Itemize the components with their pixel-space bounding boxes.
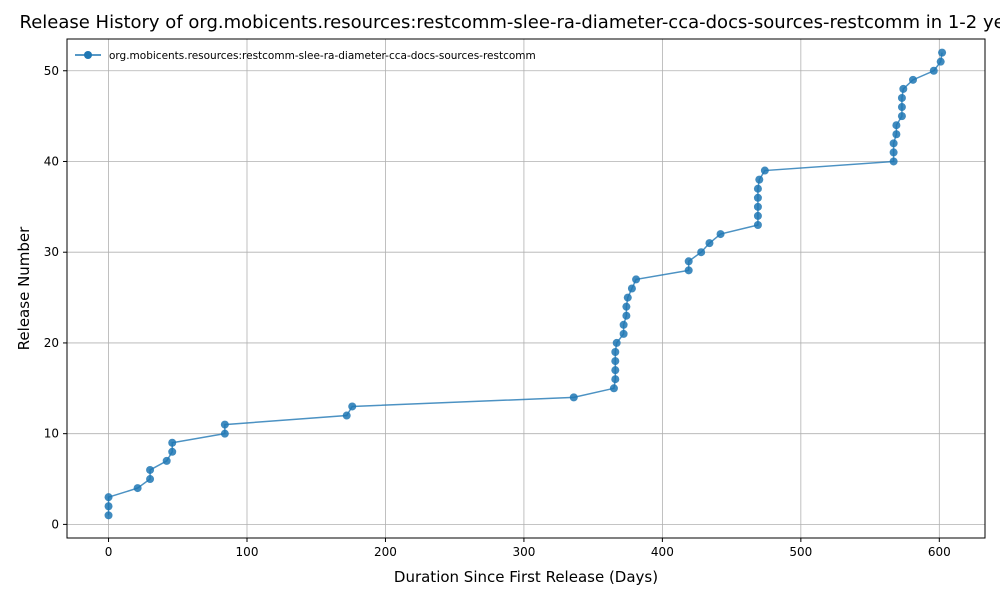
y-axis-ticks: 0 10 20 30 40 50 <box>44 64 67 531</box>
x-tick-label: 100 <box>236 545 259 559</box>
data-point <box>104 502 113 511</box>
data-point <box>760 166 769 175</box>
data-point <box>104 511 113 520</box>
data-point <box>342 411 351 420</box>
series-line <box>107 52 943 516</box>
x-axis-ticks: 0 100 200 300 400 500 600 <box>105 538 951 559</box>
data-point <box>929 66 938 75</box>
data-point <box>755 175 764 184</box>
y-axis-label: Release Number <box>15 226 33 350</box>
data-point <box>897 112 906 121</box>
series-layer <box>104 48 947 520</box>
y-tick-label: 50 <box>44 64 59 78</box>
y-tick-label: 40 <box>44 154 59 168</box>
data-point <box>684 257 693 266</box>
legend-marker-swatch <box>84 51 92 59</box>
data-point <box>104 493 113 502</box>
y-tick-label: 20 <box>44 336 59 350</box>
chart-title: Release History of org.mobicents.resourc… <box>20 12 1000 33</box>
data-point <box>938 48 947 57</box>
data-point <box>897 103 906 112</box>
data-point <box>611 375 620 384</box>
data-point <box>897 93 906 102</box>
data-point <box>716 230 725 239</box>
data-point <box>146 465 155 474</box>
data-point <box>220 420 229 429</box>
y-tick-label: 0 <box>51 517 59 531</box>
x-tick-label: 300 <box>512 545 535 559</box>
data-point <box>619 329 628 338</box>
x-tick-label: 500 <box>789 545 812 559</box>
x-tick-label: 600 <box>928 545 951 559</box>
data-point <box>632 275 641 284</box>
data-point <box>168 438 177 447</box>
data-point <box>622 311 631 320</box>
data-point <box>889 148 898 157</box>
data-point <box>892 130 901 139</box>
data-point <box>569 393 578 402</box>
data-point <box>623 293 632 302</box>
data-point <box>348 402 357 411</box>
data-point <box>753 220 762 229</box>
legend-label: org.mobicents.resources:restcomm-slee-ra… <box>109 50 536 62</box>
data-point <box>705 239 714 248</box>
data-point <box>753 184 762 193</box>
data-point <box>753 193 762 202</box>
data-point <box>753 211 762 220</box>
data-point <box>899 84 908 93</box>
data-point <box>889 139 898 148</box>
y-tick-label: 10 <box>44 427 59 441</box>
data-point <box>611 366 620 375</box>
data-point <box>220 429 229 438</box>
data-point <box>162 456 171 465</box>
data-point <box>609 384 618 393</box>
data-point <box>684 266 693 275</box>
data-point <box>133 484 142 493</box>
data-point <box>889 157 898 166</box>
plot-area-frame <box>66 38 986 539</box>
data-point <box>612 338 621 347</box>
data-point <box>909 75 917 84</box>
data-point <box>697 248 706 257</box>
data-point <box>146 475 155 484</box>
data-point <box>611 348 620 357</box>
data-point <box>627 284 636 293</box>
y-tick-label: 30 <box>44 245 59 259</box>
x-tick-label: 0 <box>105 545 113 559</box>
grid-lines <box>67 39 985 538</box>
data-point <box>622 302 631 311</box>
data-point <box>611 357 620 366</box>
x-axis-label: Duration Since First Release (Days) <box>394 568 658 586</box>
data-point <box>619 320 628 329</box>
data-point <box>892 121 901 130</box>
data-point <box>753 202 762 211</box>
x-tick-label: 400 <box>651 545 674 559</box>
data-point <box>168 447 177 456</box>
x-tick-label: 200 <box>374 545 397 559</box>
legend: org.mobicents.resources:restcomm-slee-ra… <box>75 50 536 62</box>
data-point <box>936 57 945 66</box>
